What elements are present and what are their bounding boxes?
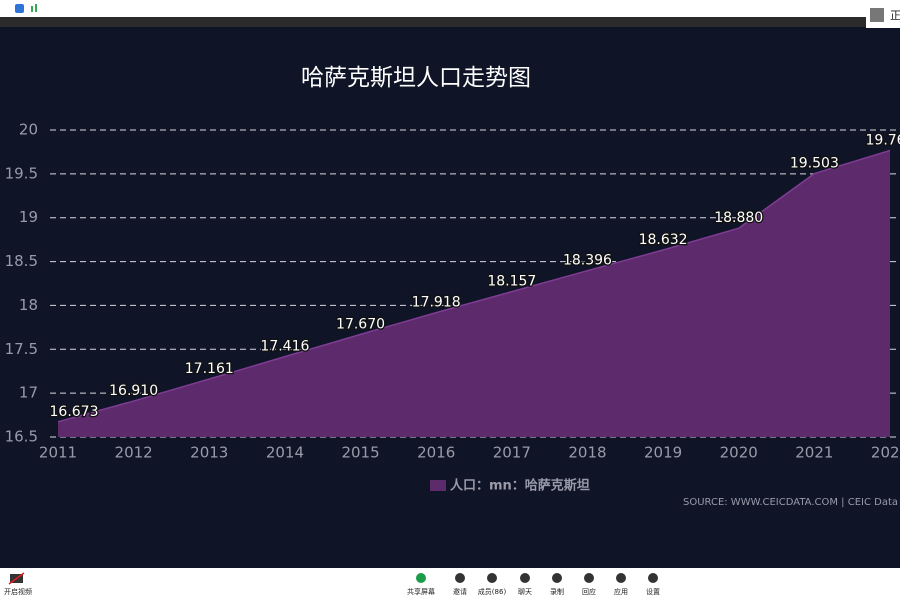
toolbar-icon xyxy=(552,573,562,583)
source-note: SOURCE: WWW.CEICDATA.COM | CEIC Data xyxy=(683,497,898,508)
toolbar-label[interactable]: 共享屏幕 xyxy=(407,587,435,596)
value-label: 17.918 xyxy=(412,295,461,311)
y-tick-label: 17.5 xyxy=(5,340,38,358)
y-tick-label: 17 xyxy=(19,384,38,402)
toolbar-label[interactable]: 回应 xyxy=(582,587,596,596)
x-tick-label: 2016 xyxy=(417,444,455,462)
y-tick-label: 18 xyxy=(19,296,38,314)
y-tick-label: 19.5 xyxy=(5,164,38,182)
toolbar-label[interactable]: 成员(86) xyxy=(478,587,507,596)
avatar xyxy=(870,8,884,22)
value-label: 18.396 xyxy=(563,253,612,269)
x-tick-label: 2021 xyxy=(795,444,833,462)
x-tick-label: 2018 xyxy=(568,444,606,462)
y-tick-label: 16.5 xyxy=(5,428,38,446)
toolbar-label[interactable]: 设置 xyxy=(646,587,660,596)
toolbar-icon xyxy=(520,573,530,583)
toolbar-label[interactable]: 录制 xyxy=(550,587,564,596)
toolbar-label[interactable]: 开启视频 xyxy=(4,587,32,596)
value-label: 16.910 xyxy=(109,383,158,399)
toolbar-icon xyxy=(416,573,426,583)
top-bar xyxy=(0,0,900,17)
y-tick-label: 19 xyxy=(19,208,38,226)
value-label: 18.880 xyxy=(714,210,763,226)
x-tick-label: 2019 xyxy=(644,444,682,462)
x-tick-label: 2017 xyxy=(493,444,531,462)
legend-label: 人口：mn：哈萨克斯坦 xyxy=(450,478,590,494)
y-tick-label: 18.5 xyxy=(5,252,38,270)
toolbar-label[interactable]: 应用 xyxy=(614,587,628,596)
value-label: 17.161 xyxy=(185,361,234,377)
value-label: 19.503 xyxy=(790,156,839,172)
x-tick-label: 2020 xyxy=(720,444,758,462)
value-label: 19.767 xyxy=(866,132,900,148)
shield-icon xyxy=(15,4,24,13)
value-label: 16.673 xyxy=(50,404,99,420)
x-tick-label: 2015 xyxy=(341,444,379,462)
signal-icon xyxy=(31,6,33,12)
top-strip xyxy=(0,17,900,27)
legend-swatch xyxy=(430,480,446,491)
toolbar-label[interactable]: 聊天 xyxy=(518,587,532,596)
x-tick-label: 2022 xyxy=(871,444,900,462)
value-label: 18.157 xyxy=(487,274,536,290)
x-tick-label: 2013 xyxy=(190,444,228,462)
user-label: 正 xyxy=(890,9,900,22)
toolbar-icon xyxy=(648,573,658,583)
toolbar-icon xyxy=(487,573,497,583)
x-tick-label: 2011 xyxy=(39,444,77,462)
toolbar-label[interactable]: 邀请 xyxy=(453,587,467,596)
value-label: 18.632 xyxy=(639,232,688,248)
chart-title: 哈萨克斯坦人口走势图 xyxy=(301,65,531,91)
x-tick-label: 2014 xyxy=(266,444,304,462)
value-label: 17.416 xyxy=(260,339,309,355)
toolbar-icon xyxy=(616,573,626,583)
meeting-toolbar xyxy=(0,568,900,600)
value-label: 17.670 xyxy=(336,316,385,332)
signal-icon xyxy=(35,4,37,12)
toolbar-icon xyxy=(584,573,594,583)
y-tick-label: 20 xyxy=(19,121,38,139)
x-tick-label: 2012 xyxy=(115,444,153,462)
toolbar-icon xyxy=(455,573,465,583)
